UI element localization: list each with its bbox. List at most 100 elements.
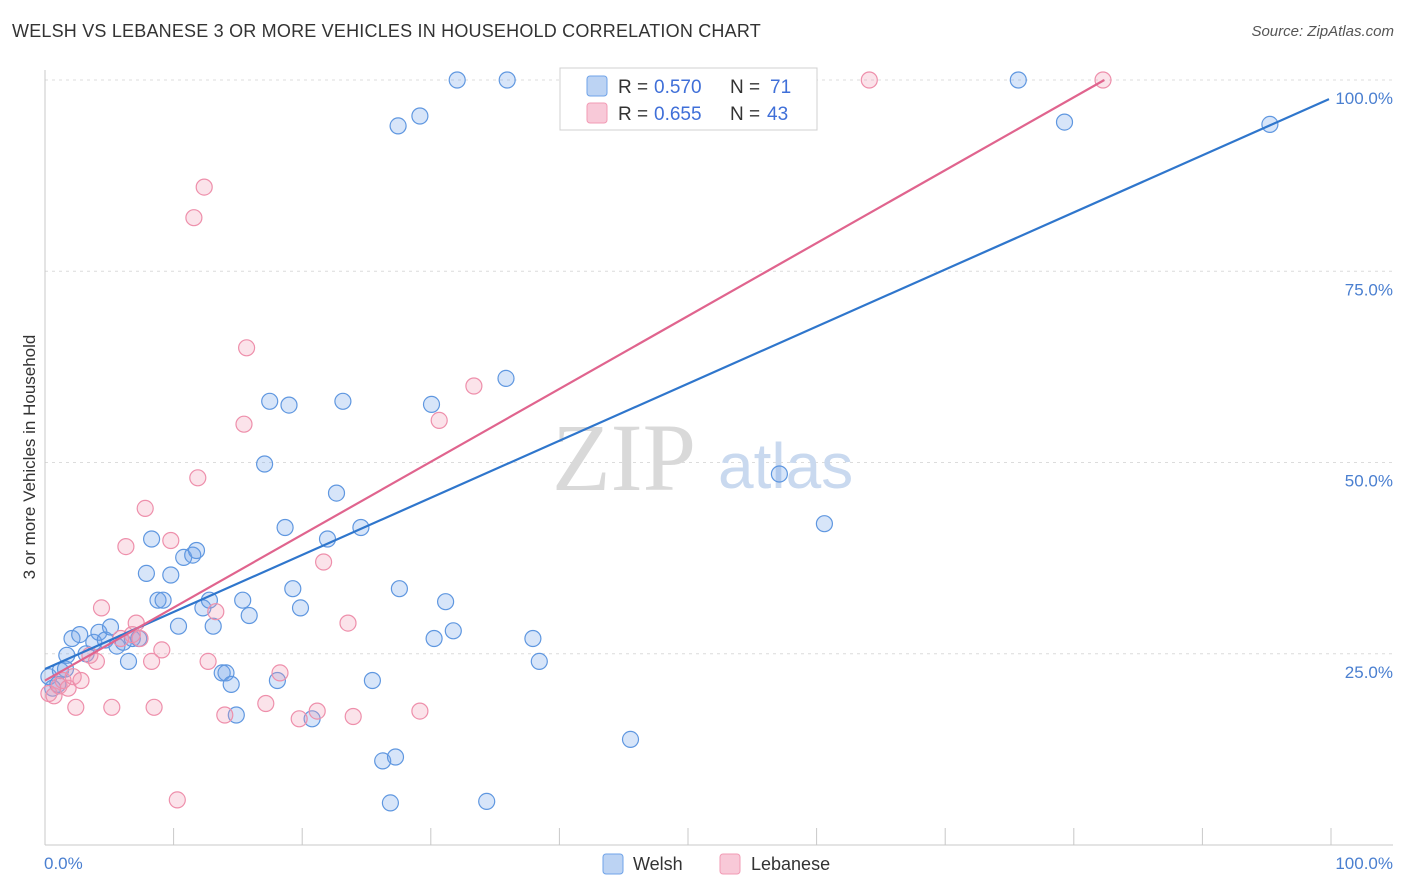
welsh-point-65 bbox=[621, 730, 640, 749]
legend-r-value-welsh: 0.570 bbox=[654, 77, 702, 98]
legend-r-label-welsh: R = bbox=[618, 77, 648, 98]
watermark-zip: ZIP bbox=[552, 404, 696, 511]
trendlines bbox=[44, 79, 1330, 682]
welsh-point-66 bbox=[770, 465, 789, 483]
lebanese-point-31 bbox=[257, 694, 275, 713]
welsh-point-21 bbox=[154, 591, 172, 609]
lebanese-point-39 bbox=[430, 411, 448, 429]
welsh-point-64 bbox=[530, 652, 548, 671]
legend: R = 0.570 N = 71 R = 0.655 N = 43 bbox=[559, 67, 818, 131]
welsh-point-61 bbox=[497, 369, 515, 387]
lebanese-point-29 bbox=[235, 415, 253, 433]
welsh-point-19 bbox=[143, 530, 161, 548]
welsh-point-69 bbox=[1055, 113, 1074, 131]
lebanese-point-6 bbox=[67, 698, 85, 716]
welsh-point-68 bbox=[1009, 71, 1027, 89]
welsh-point-26 bbox=[187, 541, 206, 560]
lebanese-point-17 bbox=[136, 499, 154, 517]
lebanese-point-28 bbox=[216, 706, 234, 724]
welsh-point-18 bbox=[137, 564, 155, 583]
lebanese-point-35 bbox=[315, 553, 333, 571]
bottom-legend-swatch-welsh bbox=[602, 853, 624, 875]
welsh-trendline bbox=[44, 98, 1330, 671]
lebanese-point-40 bbox=[465, 377, 483, 395]
welsh-point-29 bbox=[204, 617, 222, 635]
legend-n-label-welsh: N = bbox=[730, 77, 760, 98]
welsh-point-62 bbox=[498, 71, 516, 89]
legend-n-value-welsh: 71 bbox=[770, 77, 791, 98]
legend-r-value-lebanese: 0.655 bbox=[654, 104, 702, 125]
lebanese-point-20 bbox=[153, 641, 171, 659]
lebanese-trendline bbox=[44, 79, 1105, 682]
welsh-point-49 bbox=[374, 752, 392, 770]
welsh-point-53 bbox=[389, 117, 407, 135]
welsh-point-51 bbox=[381, 794, 399, 812]
bottom-legend-swatch-lebanese bbox=[719, 853, 741, 875]
lebanese-point-18 bbox=[143, 652, 161, 671]
welsh-point-45 bbox=[327, 484, 346, 502]
x-tick-label-max: 100.0% bbox=[1335, 854, 1393, 873]
lebanese-point-34 bbox=[308, 702, 326, 720]
lebanese-point-13 bbox=[117, 537, 135, 556]
chart-source: Source: ZipAtlas.com bbox=[1251, 23, 1394, 40]
welsh-point-12 bbox=[101, 618, 120, 636]
welsh-point-54 bbox=[411, 107, 429, 125]
welsh-point-67 bbox=[815, 515, 834, 533]
welsh-point-50 bbox=[386, 748, 405, 766]
welsh-point-41 bbox=[284, 580, 302, 598]
lebanese-point-41 bbox=[860, 71, 878, 89]
welsh-point-36 bbox=[256, 455, 274, 473]
legend-swatch-welsh bbox=[586, 75, 608, 97]
welsh-point-63 bbox=[524, 629, 542, 648]
y-axis-title: 3 or more Vehicles in Household bbox=[20, 335, 39, 580]
axes: 25.0% 50.0% 75.0% 100.0% 0.0% 100.0% 3 or m… bbox=[20, 70, 1393, 873]
lebanese-point-33 bbox=[290, 710, 308, 728]
welsh-point-22 bbox=[162, 566, 180, 584]
welsh-point-52 bbox=[390, 580, 408, 598]
welsh-point-56 bbox=[425, 629, 443, 648]
welsh-point-20 bbox=[149, 591, 167, 609]
lebanese-point-26 bbox=[199, 652, 217, 671]
welsh-point-57 bbox=[437, 593, 455, 611]
data-points bbox=[40, 71, 1279, 812]
lebanese-point-5 bbox=[64, 668, 82, 686]
welsh-point-7 bbox=[71, 625, 89, 644]
lebanese-point-32 bbox=[271, 664, 289, 682]
lebanese-point-23 bbox=[185, 209, 203, 227]
welsh-point-55 bbox=[422, 395, 441, 413]
legend-n-value-lebanese: 43 bbox=[767, 104, 788, 125]
lebanese-point-37 bbox=[344, 707, 362, 726]
lebanese-point-9 bbox=[87, 652, 106, 671]
lebanese-point-38 bbox=[411, 702, 429, 720]
lebanese-point-30 bbox=[238, 339, 256, 357]
lebanese-point-11 bbox=[103, 698, 121, 716]
lebanese-point-36 bbox=[339, 614, 357, 632]
welsh-point-48 bbox=[363, 671, 381, 690]
welsh-point-6 bbox=[63, 629, 81, 648]
lebanese-point-7 bbox=[72, 671, 90, 690]
welsh-point-35 bbox=[234, 591, 252, 609]
gridlines bbox=[45, 79, 1393, 655]
lebanese-point-27 bbox=[207, 603, 225, 621]
bottom-legend: Welsh Lebanese bbox=[602, 853, 830, 875]
welsh-point-34 bbox=[240, 606, 258, 625]
welsh-point-32 bbox=[222, 675, 240, 694]
lebanese-point-24 bbox=[195, 178, 213, 196]
lebanese-point-10 bbox=[92, 599, 111, 617]
lebanese-point-22 bbox=[168, 791, 186, 809]
welsh-point-15 bbox=[119, 652, 138, 671]
bottom-legend-label-lebanese: Lebanese bbox=[751, 854, 830, 874]
x-tick-label-min: 0.0% bbox=[44, 854, 83, 873]
welsh-point-37 bbox=[261, 392, 279, 410]
welsh-point-40 bbox=[280, 396, 298, 414]
bottom-legend-label-welsh: Welsh bbox=[633, 854, 683, 874]
watermark-atlas: atlas bbox=[718, 430, 853, 502]
legend-swatch-lebanese bbox=[586, 102, 608, 124]
welsh-point-46 bbox=[334, 392, 352, 410]
legend-n-label-lebanese: N = bbox=[730, 104, 760, 125]
x-ticks bbox=[173, 828, 1332, 845]
watermark: ZIP atlas bbox=[552, 404, 853, 511]
welsh-point-23 bbox=[169, 617, 188, 635]
y-tick-label-75: 75.0% bbox=[1345, 280, 1393, 299]
